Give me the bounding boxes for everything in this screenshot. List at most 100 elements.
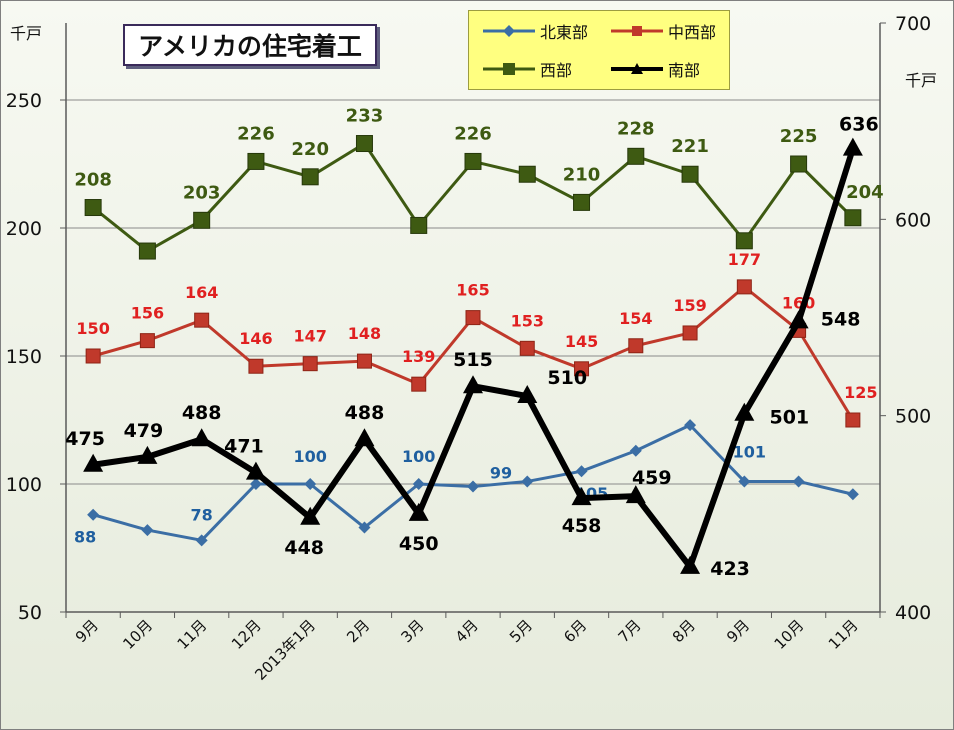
data-label: 479 bbox=[124, 420, 164, 442]
legend-item-west: 西部 bbox=[481, 59, 572, 80]
data-label: 548 bbox=[821, 308, 861, 330]
data-point-marker bbox=[249, 478, 262, 490]
chart-title: アメリカの住宅着工 bbox=[123, 24, 377, 66]
data-label: 501 bbox=[769, 407, 809, 429]
data-point-marker bbox=[574, 361, 590, 377]
data-label: 99 bbox=[490, 464, 512, 483]
data-point-marker bbox=[354, 428, 375, 447]
data-label: 147 bbox=[293, 327, 326, 346]
data-point-marker bbox=[138, 242, 156, 260]
data-point-marker bbox=[248, 358, 264, 374]
data-point-marker bbox=[463, 375, 483, 394]
data-point-marker bbox=[790, 155, 808, 173]
data-point-marker bbox=[734, 402, 755, 421]
data-point-marker bbox=[682, 325, 698, 341]
x-axis-tick-label: 5月 bbox=[506, 616, 536, 646]
data-point-marker bbox=[680, 555, 701, 574]
data-label: 101 bbox=[733, 442, 766, 461]
data-point-marker bbox=[245, 461, 266, 480]
data-label: 100 bbox=[293, 447, 326, 466]
data-point-marker bbox=[410, 216, 428, 234]
data-point-marker bbox=[411, 376, 427, 392]
data-point-marker bbox=[194, 312, 210, 328]
data-label: 221 bbox=[671, 136, 709, 157]
data-label: 139 bbox=[402, 347, 435, 366]
x-axis-tick-label: 11月 bbox=[174, 616, 211, 653]
data-label: 510 bbox=[547, 367, 587, 389]
legend-marker-south bbox=[611, 63, 663, 74]
data-point-marker bbox=[304, 478, 317, 490]
data-point-marker bbox=[627, 147, 645, 165]
data-label: 177 bbox=[728, 250, 761, 269]
data-point-marker bbox=[408, 502, 429, 521]
data-point-marker bbox=[300, 506, 321, 525]
data-point-marker bbox=[141, 524, 154, 537]
x-axis-tick-label: 2月 bbox=[343, 616, 373, 646]
data-label: 226 bbox=[454, 123, 492, 144]
data-label: 471 bbox=[224, 436, 264, 458]
data-point-marker bbox=[629, 444, 642, 457]
data-point-marker bbox=[139, 333, 155, 349]
data-point-marker bbox=[792, 475, 805, 488]
data-point-marker bbox=[684, 419, 697, 432]
data-label: 156 bbox=[131, 304, 164, 323]
data-label: 459 bbox=[632, 467, 672, 489]
legend-marker-northeast bbox=[483, 25, 535, 37]
data-point-marker bbox=[521, 475, 534, 488]
data-point-marker bbox=[517, 385, 538, 404]
data-label: 88 bbox=[74, 528, 96, 547]
data-label: 146 bbox=[239, 329, 272, 348]
data-label: 458 bbox=[562, 515, 602, 537]
data-point-marker bbox=[302, 356, 318, 372]
data-label: 448 bbox=[284, 537, 324, 559]
left-axis-tick-label: 250 bbox=[6, 90, 42, 112]
data-point-marker bbox=[575, 465, 588, 478]
data-point-marker bbox=[137, 445, 158, 464]
data-point-marker bbox=[846, 488, 859, 501]
data-label: 233 bbox=[346, 106, 384, 127]
legend-label-south: 南部 bbox=[668, 61, 701, 80]
data-label: 164 bbox=[185, 283, 218, 302]
data-point-marker bbox=[628, 338, 644, 354]
data-point-marker bbox=[464, 152, 482, 170]
data-label: 203 bbox=[183, 182, 221, 203]
left-axis-tick-label: 100 bbox=[6, 474, 42, 496]
data-label: 204 bbox=[846, 182, 884, 203]
data-label: 125 bbox=[844, 383, 877, 402]
data-label: 154 bbox=[619, 309, 652, 328]
x-axis-tick-label: 11月 bbox=[825, 616, 862, 653]
data-point-marker bbox=[736, 279, 752, 295]
x-axis-tick-label: 12月 bbox=[228, 616, 265, 653]
data-point-marker bbox=[571, 487, 592, 506]
data-point-marker bbox=[356, 353, 372, 369]
data-label: 145 bbox=[565, 332, 598, 351]
left-axis-unit: 千戸 bbox=[10, 24, 43, 43]
data-label: 210 bbox=[563, 164, 601, 185]
data-label: 160 bbox=[782, 293, 815, 312]
data-label: 228 bbox=[617, 118, 655, 139]
left-axis-tick-label: 150 bbox=[6, 346, 42, 368]
data-label: 515 bbox=[453, 349, 493, 371]
data-label: 165 bbox=[456, 281, 489, 300]
data-point-marker bbox=[358, 521, 371, 534]
data-point-marker bbox=[738, 475, 751, 488]
data-label: 475 bbox=[65, 428, 105, 450]
x-axis-tick-label: 7月 bbox=[615, 616, 645, 646]
data-label: 153 bbox=[511, 311, 544, 330]
data-point-marker bbox=[193, 211, 211, 229]
legend-label-midwest: 中西部 bbox=[668, 23, 717, 42]
legend-label-northeast: 北東部 bbox=[540, 23, 589, 42]
data-label: 150 bbox=[76, 319, 109, 338]
data-label: 450 bbox=[399, 533, 439, 555]
x-axis-tick-label: 10月 bbox=[771, 616, 808, 653]
legend-item-northeast: 北東部 bbox=[481, 21, 589, 42]
left-axis-tick-label: 200 bbox=[6, 218, 42, 240]
data-label: 225 bbox=[780, 126, 818, 147]
data-point-marker bbox=[625, 485, 646, 504]
legend-item-south: 南部 bbox=[609, 59, 701, 80]
left-axis-tick-label: 50 bbox=[18, 602, 42, 624]
x-axis-tick-label: 8月 bbox=[669, 616, 699, 646]
data-point-marker bbox=[191, 428, 212, 447]
